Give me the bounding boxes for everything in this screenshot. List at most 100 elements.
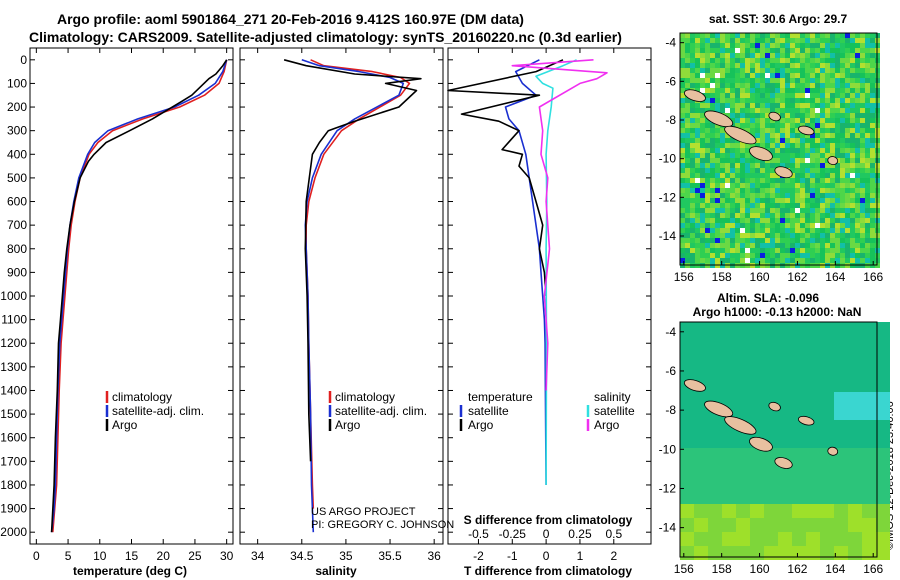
map-cell xyxy=(760,223,765,228)
map-cell xyxy=(750,63,755,68)
map-cell xyxy=(720,253,725,258)
difference-legend: temperature satellite Argo salinity sate… xyxy=(459,390,635,432)
map-cell xyxy=(780,208,785,213)
map-cell xyxy=(855,88,860,93)
map-cell xyxy=(860,123,865,128)
map-cell xyxy=(705,253,710,258)
map-cell xyxy=(785,93,790,98)
map-cell xyxy=(810,178,815,183)
map-cell xyxy=(715,178,720,183)
map-cell xyxy=(780,178,785,183)
map-cell xyxy=(710,238,715,243)
map-cell xyxy=(685,83,690,88)
map-cell xyxy=(680,238,685,243)
map-cell xyxy=(745,178,750,183)
salinity-panel-frame xyxy=(239,47,444,545)
map-cell xyxy=(855,248,860,253)
map-cell xyxy=(840,58,845,63)
map-cell xyxy=(835,183,840,188)
map-cell xyxy=(775,63,780,68)
map-cell xyxy=(805,63,810,68)
map-cell xyxy=(760,133,765,138)
map-cell xyxy=(840,68,845,73)
map-cell xyxy=(840,108,845,113)
temperature-panel-frame xyxy=(29,47,234,545)
map-cell xyxy=(685,118,690,123)
map-cell xyxy=(755,118,760,123)
depth-tick-label: 400 xyxy=(7,147,27,161)
map-cell xyxy=(805,163,810,168)
map-cell xyxy=(778,336,792,350)
map-cell xyxy=(685,163,690,168)
map-cell xyxy=(690,133,695,138)
map-cell xyxy=(710,188,715,193)
map-cell xyxy=(800,238,805,243)
map-cell xyxy=(750,490,764,504)
map-cell xyxy=(715,253,720,258)
map-cell xyxy=(820,158,825,163)
map-cell xyxy=(865,133,870,138)
map-cell xyxy=(700,228,705,233)
map-cell xyxy=(800,38,805,43)
map-cell xyxy=(750,504,764,518)
map-cell xyxy=(685,48,690,53)
sla-map: 156 158 160 162 164 166-4-6-8-10-12-14 xyxy=(659,322,890,576)
map-cell xyxy=(790,178,795,183)
map-cell xyxy=(680,504,694,518)
map-cell xyxy=(785,243,790,248)
map-cell xyxy=(805,198,810,203)
map-cell xyxy=(745,228,750,233)
map-cell xyxy=(805,68,810,73)
map-cell xyxy=(792,504,806,518)
map-cell xyxy=(815,218,820,223)
map-cell xyxy=(876,336,890,350)
map-cell xyxy=(780,243,785,248)
map-cell xyxy=(695,218,700,223)
map-cell xyxy=(708,504,722,518)
t-difference-xlabel: T difference from climatology xyxy=(464,564,632,578)
map-cell xyxy=(830,233,835,238)
map-cell xyxy=(700,198,705,203)
x-tick-label: 0 xyxy=(33,549,40,563)
map-cell xyxy=(700,218,705,223)
map-cell xyxy=(765,38,770,43)
map-cell xyxy=(765,78,770,83)
map-cell xyxy=(715,233,720,238)
map-cell xyxy=(870,63,875,68)
map-cell xyxy=(735,48,740,53)
map-cell xyxy=(725,258,730,263)
map-cell xyxy=(730,213,735,218)
map-cell xyxy=(860,68,865,73)
map-cell xyxy=(845,243,850,248)
map-cell xyxy=(730,218,735,223)
map-cell xyxy=(855,63,860,68)
map-cell xyxy=(720,68,725,73)
map-cell xyxy=(835,153,840,158)
map-cell xyxy=(790,238,795,243)
map-cell xyxy=(765,243,770,248)
map-cell xyxy=(805,58,810,63)
map-cell xyxy=(725,208,730,213)
map-cell xyxy=(862,504,876,518)
map-cell xyxy=(775,93,780,98)
map-cell xyxy=(810,253,815,258)
map-cell xyxy=(705,118,710,123)
map-cell xyxy=(750,378,764,392)
depth-axis: 0100200300400500600700800900100011001200… xyxy=(0,53,651,539)
x-tick-label: 1 xyxy=(577,549,584,563)
map-cell xyxy=(835,233,840,238)
map-cell xyxy=(835,93,840,98)
map-cell xyxy=(800,63,805,68)
map-cell xyxy=(730,123,735,128)
map-cell xyxy=(825,43,830,48)
map-cell xyxy=(720,258,725,263)
map-cell xyxy=(825,183,830,188)
map-cell xyxy=(815,53,820,58)
map-cell xyxy=(820,258,825,263)
map-cell xyxy=(745,98,750,103)
map-cell xyxy=(730,223,735,228)
map-cell xyxy=(835,148,840,153)
map-cell xyxy=(765,213,770,218)
map-cell xyxy=(835,58,840,63)
map-cell xyxy=(725,223,730,228)
